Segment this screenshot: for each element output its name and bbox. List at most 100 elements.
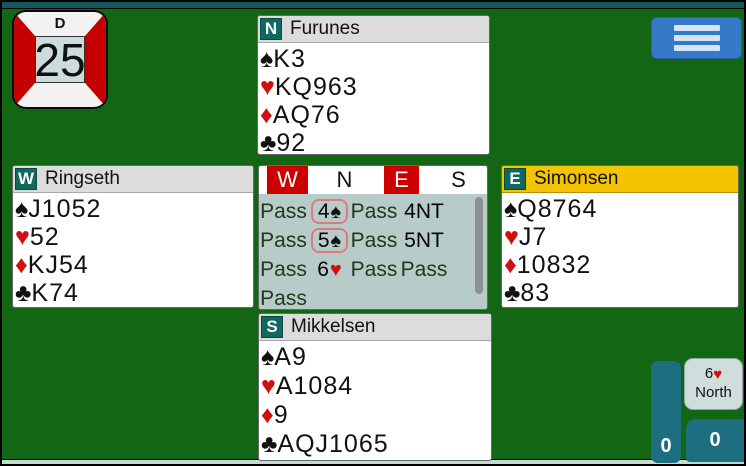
auction-col-south: S [430,166,487,194]
board-number: 25 [34,33,86,86]
club-cards: K74 [31,278,79,307]
hand-body-east: ♠ Q8764 ♥ J7 ♦ 10832 ♣ 83 [502,193,738,307]
player-name-west: Ringseth [45,168,120,189]
tricks-counter-right: 0 [686,419,744,462]
hamburger-icon [673,35,720,41]
suit-row-clubs: ♣ 83 [504,279,738,307]
spade-cards: A9 [274,343,307,371]
hamburger-icon [673,45,720,51]
suit-row-diamonds: ♦ 9 [261,401,491,430]
seat-badge-north: N [260,18,282,40]
auction-col-label: W [267,166,308,194]
spade-icon: ♠ [330,229,342,252]
heart-cards: KQ963 [274,72,358,101]
bid-call: Pass [350,257,398,281]
player-header-north: N Furunes [258,16,489,43]
board-indicator: D 25 [14,12,106,107]
suit-row-spades: ♠ Q8764 [504,195,738,223]
menu-button[interactable] [651,17,742,59]
contract-bid: 6 ♥ [705,365,722,384]
auction-col-north: N [316,166,373,194]
hamburger-icon [673,25,720,31]
dealer-marker: D [54,15,66,32]
heart-icon: ♥ [15,222,30,251]
auction-col-east-vulnerable: E [373,166,430,194]
suit-row-hearts: ♥ KQ963 [260,73,489,101]
seat-badge-south: S [261,316,283,338]
bid-level: 4 [317,199,330,223]
suit-row-diamonds: ♦ KJ54 [15,251,253,279]
suit-row-hearts: ♥ J7 [504,223,738,251]
hand-west: W Ringseth ♠ J1052 ♥ 52 ♦ KJ54 ♣ K74 [12,165,254,308]
heart-icon: ♥ [260,72,275,101]
bid-call: 6 ♥ [307,255,352,284]
auction-header: W N E S [259,166,487,194]
auction-col-label: S [451,167,466,192]
bid-cell-empty [352,284,396,313]
bid-cell-empty [396,284,452,313]
club-cards: AQJ1065 [277,430,389,458]
club-icon: ♣ [15,278,32,307]
club-cards: 92 [276,128,307,157]
diamond-cards: 9 [273,401,289,429]
diamond-cards: KJ54 [27,250,89,279]
diamond-icon: ♦ [15,250,28,279]
bid-call: 5NT [404,228,444,252]
heart-icon: ♥ [713,366,723,384]
heart-cards: 52 [29,222,60,251]
spade-cards: Q8764 [517,194,598,223]
diamond-icon: ♦ [260,100,273,129]
diamond-icon: ♦ [504,250,517,279]
hand-body-south: ♠ A9 ♥ A1084 ♦ 9 ♣ AQJ1065 [259,341,491,459]
hand-body-west: ♠ J1052 ♥ 52 ♦ KJ54 ♣ K74 [13,193,253,307]
bid-call: Pass [350,199,398,223]
bid-call: Pass [260,286,307,310]
player-header-south: S Mikkelsen [259,314,491,341]
seat-badge-east: E [504,168,526,190]
bid-call: Pass [400,257,448,281]
spade-icon: ♠ [504,194,518,223]
contract-level: 6 [704,365,714,383]
bid-call: Pass [260,199,307,223]
player-name-north: Furunes [290,18,360,39]
suit-row-clubs: ♣ AQJ1065 [261,430,491,459]
suit-row-hearts: ♥ A1084 [261,372,491,401]
club-icon: ♣ [260,128,277,157]
hand-body-north: ♠ K3 ♥ KQ963 ♦ AQ76 ♣ 92 [258,43,489,157]
bid-call-alerted[interactable]: 4 ♠ [310,199,349,224]
suit-row-spades: ♠ A9 [261,343,491,372]
bid-level: 6 [317,257,329,281]
auction-grid: Pass 4 ♠ Pass 4NT Pass 5 ♠ Pass 5NT Pass [259,194,487,313]
seat-badge-west: W [15,168,37,190]
spade-cards: J1052 [28,194,102,223]
club-cards: 83 [520,278,551,307]
suit-row-diamonds: ♦ 10832 [504,251,738,279]
club-icon: ♣ [261,430,278,458]
spade-cards: K3 [273,44,306,73]
tricks-counter-left: 0 [651,361,681,463]
bid-call-alerted[interactable]: 5 ♠ [310,228,349,253]
spade-icon: ♠ [15,194,29,223]
suit-row-spades: ♠ K3 [260,45,489,73]
diamond-icon: ♦ [261,401,274,429]
suit-row-clubs: ♣ 92 [260,129,489,157]
heart-cards: A1084 [275,372,354,400]
diamond-cards: 10832 [516,250,592,279]
suit-row-diamonds: ♦ AQ76 [260,101,489,129]
auction-col-label: E [384,166,419,194]
heart-icon: ♥ [329,258,342,281]
tricks-count: 0 [709,429,721,451]
auction-panel: W N E S Pass 4 ♠ Pass 4NT Pass 5 ♠ [258,165,488,310]
heart-icon: ♥ [261,372,276,400]
heart-icon: ♥ [504,222,519,251]
auction-scrollbar[interactable] [475,197,483,294]
suit-row-hearts: ♥ 52 [15,223,253,251]
tricks-count: 0 [660,435,672,457]
bid-call: 4NT [404,199,444,223]
diamond-cards: AQ76 [272,100,341,129]
spade-icon: ♠ [260,44,274,73]
player-name-south: Mikkelsen [291,316,376,337]
hand-south: S Mikkelsen ♠ A9 ♥ A1084 ♦ 9 ♣ AQJ1065 [258,313,492,461]
spade-icon: ♠ [330,200,342,223]
bid-call: Pass [350,228,398,252]
